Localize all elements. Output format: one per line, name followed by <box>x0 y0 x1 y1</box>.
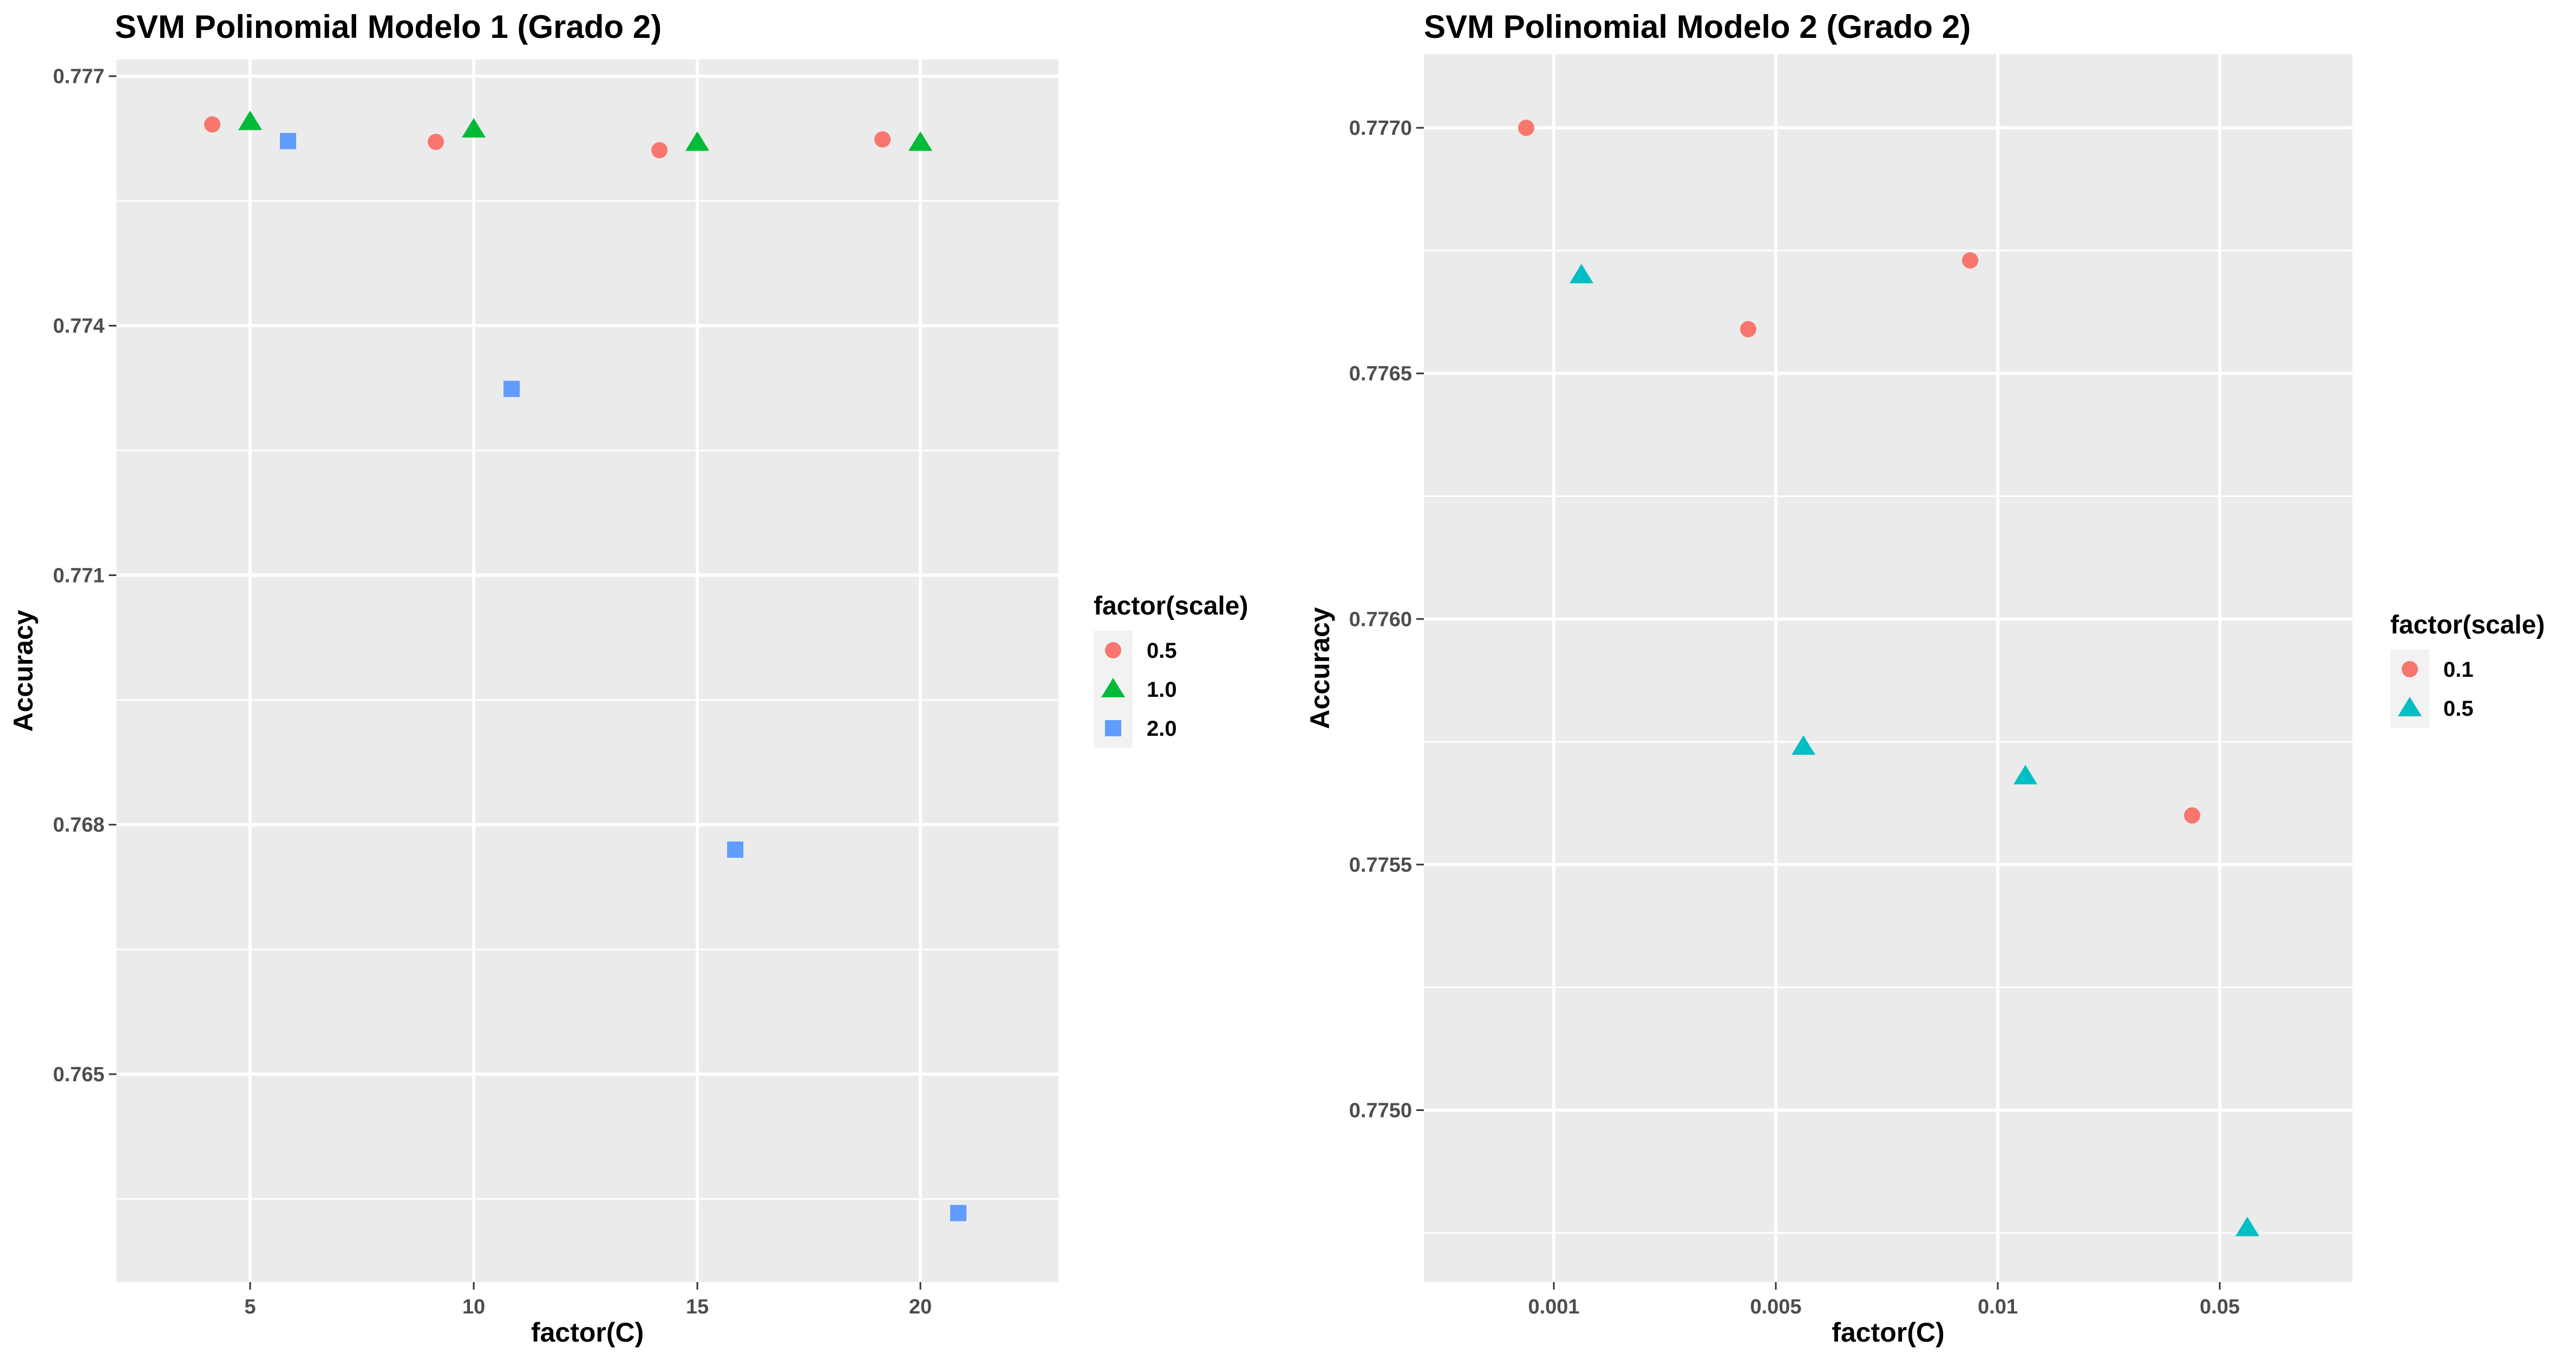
legend-marker-circle <box>1105 642 1121 658</box>
data-point-circle <box>651 142 668 159</box>
data-point-circle <box>1518 120 1534 136</box>
legend-marker-circle <box>2402 661 2418 677</box>
data-point-circle <box>1962 252 1978 269</box>
legend-label: 0.5 <box>2443 697 2474 721</box>
data-point-square <box>504 381 520 397</box>
data-point-triangle <box>1570 264 1593 284</box>
data-point-circle <box>1740 321 1756 338</box>
data-point-triangle <box>462 118 486 138</box>
legend-marker-triangle <box>2398 697 2422 716</box>
y-tick-label: 0.7755 <box>1349 854 1412 877</box>
x-axis-title: factor(C) <box>1832 1317 1944 1348</box>
x-tick-label: 20 <box>909 1296 932 1318</box>
legend-label: 1.0 <box>1147 678 1177 702</box>
x-tick-label: 0.005 <box>1750 1296 1801 1318</box>
x-axis-title: factor(C) <box>531 1317 644 1348</box>
data-point-triangle <box>908 131 932 151</box>
legend-title: factor(scale) <box>1094 592 1248 620</box>
x-tick-label: 10 <box>462 1296 485 1318</box>
legend-label: 0.1 <box>2443 658 2474 682</box>
data-point-square <box>280 133 296 149</box>
y-tick-label: 0.7750 <box>1349 1099 1412 1122</box>
y-axis-title: Accuracy <box>8 610 38 731</box>
x-tick-label: 0.001 <box>1528 1296 1579 1318</box>
legend-label: 2.0 <box>1147 717 1177 741</box>
data-point-circle <box>874 131 891 148</box>
chart-title: SVM Polinomial Modelo 1 (Grado 2) <box>115 9 662 45</box>
y-tick-label: 0.768 <box>53 814 104 836</box>
data-point-triangle <box>2235 1217 2259 1237</box>
y-axis-title: Accuracy <box>1305 607 1335 729</box>
legend-marker-square <box>1105 720 1121 736</box>
y-tick-label: 0.7770 <box>1349 117 1412 140</box>
legend-label: 0.5 <box>1147 639 1177 663</box>
data-point-circle <box>428 134 444 151</box>
y-tick-label: 0.774 <box>53 315 104 338</box>
plot-background <box>116 60 1058 1282</box>
y-tick-label: 0.7760 <box>1349 608 1412 631</box>
data-point-triangle <box>685 131 709 151</box>
data-point-circle <box>2184 807 2200 824</box>
plot-background <box>1424 54 2352 1282</box>
chart-panel-1: 0.765 0.768 0.771 0.774 0.777 5 10 15 20 SVM Poli… <box>8 9 1248 1348</box>
y-tick-label: 0.765 <box>53 1063 104 1086</box>
y-tick-label: 0.7765 <box>1349 363 1412 385</box>
data-point-triangle <box>2013 764 2037 785</box>
data-point-square <box>727 841 743 858</box>
data-point-triangle <box>238 110 262 130</box>
y-tick-label: 0.771 <box>53 564 104 587</box>
legend-marker-triangle <box>1101 678 1125 697</box>
x-tick-label: 15 <box>686 1296 709 1318</box>
data-point-triangle <box>1792 735 1815 755</box>
data-point-circle <box>204 116 220 133</box>
chart-panel-2: 0.7750 0.7755 0.7760 0.7765 0.7770 0.001 0.005… <box>1305 9 2545 1348</box>
x-tick-label: 0.01 <box>1978 1296 2018 1318</box>
legend-title: factor(scale) <box>2390 611 2545 639</box>
x-tick-label: 5 <box>244 1296 256 1318</box>
y-tick-label: 0.777 <box>53 66 104 88</box>
x-tick-label: 0.05 <box>2200 1296 2240 1318</box>
chart-title: SVM Polinomial Modelo 2 (Grado 2) <box>1424 9 1971 45</box>
data-point-square <box>950 1205 966 1221</box>
